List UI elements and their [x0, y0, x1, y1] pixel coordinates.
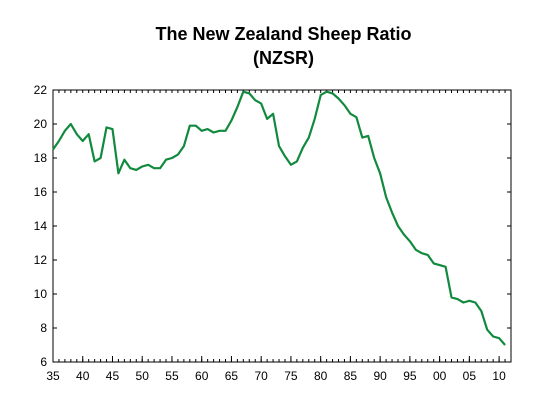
x-tick-label: 00 — [433, 369, 447, 383]
y-tick-label: 8 — [40, 321, 47, 335]
x-tick-label: 65 — [225, 369, 239, 383]
plot-frame — [52, 89, 512, 363]
x-axis-ticks: 35 40 45 50 55 60 65 70 75 80 85 90 95 00 05 10 — [46, 90, 512, 383]
x-tick-label: 70 — [255, 369, 269, 383]
axes — [52, 89, 512, 363]
y-tick-label: 6 — [40, 355, 47, 369]
y-axis-ticks: 6 8 10 12 14 16 18 20 22 — [34, 83, 511, 369]
x-tick-label: 60 — [195, 369, 209, 383]
y-tick-label: 16 — [34, 185, 48, 199]
x-tick-label: 10 — [492, 369, 506, 383]
y-tick-label: 10 — [34, 287, 48, 301]
y-tick-label: 22 — [34, 83, 48, 97]
y-tick-label: 18 — [34, 151, 48, 165]
series-line — [52, 90, 506, 346]
y-tick-label: 14 — [34, 219, 48, 233]
x-tick-label: 90 — [373, 369, 387, 383]
x-tick-label: 85 — [344, 369, 358, 383]
chart-subtitle: (NZSR) — [253, 48, 314, 68]
x-tick-label: 40 — [76, 369, 90, 383]
y-tick-label: 20 — [34, 117, 48, 131]
x-tick-label: 45 — [106, 369, 120, 383]
x-tick-label: 75 — [284, 369, 298, 383]
x-tick-label: 55 — [165, 369, 179, 383]
chart-title: The New Zealand Sheep Ratio — [155, 24, 412, 44]
y-tick-label: 12 — [34, 253, 48, 267]
x-tick-label: 35 — [46, 369, 60, 383]
x-tick-label: 95 — [403, 369, 417, 383]
x-tick-label: 05 — [463, 369, 477, 383]
x-tick-label: 80 — [314, 369, 328, 383]
x-tick-label: 50 — [136, 369, 150, 383]
